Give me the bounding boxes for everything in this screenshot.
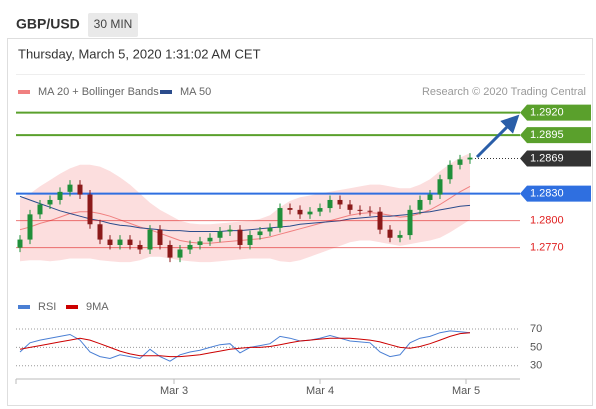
candle-body	[447, 164, 453, 180]
candle-body	[377, 211, 383, 230]
candle-body	[347, 204, 353, 210]
candle-body	[367, 210, 373, 212]
candle-body	[67, 184, 73, 192]
candle-body	[27, 214, 33, 240]
rsi-line	[19, 332, 471, 358]
date: Thursday, March 5, 2020 1:31:02 AM CET	[18, 46, 261, 61]
ma-line	[19, 195, 471, 232]
candle-body	[467, 157, 473, 160]
candle-body	[237, 229, 243, 245]
legend-swatch	[18, 90, 30, 94]
legend-label: MA 20 + Bollinger Bands	[38, 86, 159, 98]
candle-body	[437, 179, 443, 195]
candle-body	[277, 208, 283, 228]
candle-body	[227, 229, 233, 232]
y-tick-label: 70	[530, 323, 542, 335]
level-box	[520, 127, 591, 144]
candle-body	[337, 199, 343, 205]
candle-body	[107, 239, 113, 245]
level-label: 1.2770	[530, 242, 564, 254]
y-tick-label: 30	[530, 360, 542, 372]
level-label: 1.2895	[530, 129, 564, 141]
candle-body	[97, 224, 103, 240]
candle-body	[217, 231, 223, 238]
legend-label: MA 50	[180, 86, 211, 98]
candle-body	[267, 227, 273, 232]
x-tick-label: Mar 4	[306, 385, 334, 397]
candle-body	[87, 194, 93, 225]
candle-body	[247, 235, 253, 245]
target-arrow	[475, 114, 520, 159]
candle-body	[177, 249, 183, 258]
interval-box	[88, 13, 138, 37]
candle-body	[317, 208, 323, 212]
candle-body	[47, 199, 53, 205]
rsi-line	[19, 330, 471, 362]
candle-body	[287, 208, 293, 210]
candle-body	[127, 239, 133, 245]
level-box	[520, 104, 591, 121]
candle-body	[187, 244, 193, 250]
candle-body	[77, 184, 83, 195]
bollinger-band	[20, 153, 470, 263]
candle-body	[427, 194, 433, 200]
symbol: GBP/USD	[16, 16, 80, 32]
level-box	[520, 185, 591, 202]
candle-body	[197, 241, 203, 245]
candle-body	[137, 244, 143, 250]
candle-body	[327, 199, 333, 209]
candle-body	[457, 159, 463, 165]
candle-body	[17, 239, 23, 248]
level-label: 1.2869	[530, 152, 564, 164]
candle-body	[417, 199, 423, 210]
candle-body	[407, 209, 413, 236]
candle-body	[57, 191, 63, 200]
candle-body	[207, 237, 213, 242]
candle-body	[37, 204, 43, 215]
candle-body	[257, 231, 263, 236]
level-label: 1.2920	[530, 107, 564, 119]
level-box	[520, 150, 591, 167]
x-tick-label: Mar 5	[452, 385, 480, 397]
legend-swatch	[160, 90, 172, 94]
annotation: Research © 2020 Trading Central	[422, 86, 586, 98]
candle-body	[147, 229, 153, 250]
legend-swatch	[66, 305, 78, 309]
x-tick-label: Mar 3	[160, 385, 188, 397]
legend-swatch	[18, 305, 30, 309]
candle-body	[307, 211, 313, 215]
level-label: 1.2830	[530, 188, 564, 200]
y-tick-label: 50	[530, 341, 542, 353]
legend-label: 9MA	[86, 301, 109, 313]
panel	[7, 38, 593, 406]
legend-label: RSI	[38, 301, 56, 313]
candle-body	[357, 209, 363, 211]
candle-body	[297, 209, 303, 215]
level-label: 1.2800	[530, 215, 564, 227]
candle-body	[117, 239, 123, 245]
candle-body	[157, 229, 163, 245]
interval: 30 MIN	[94, 17, 133, 31]
candle-body	[387, 229, 393, 238]
candle-body	[397, 235, 403, 238]
candle-body	[167, 244, 173, 258]
